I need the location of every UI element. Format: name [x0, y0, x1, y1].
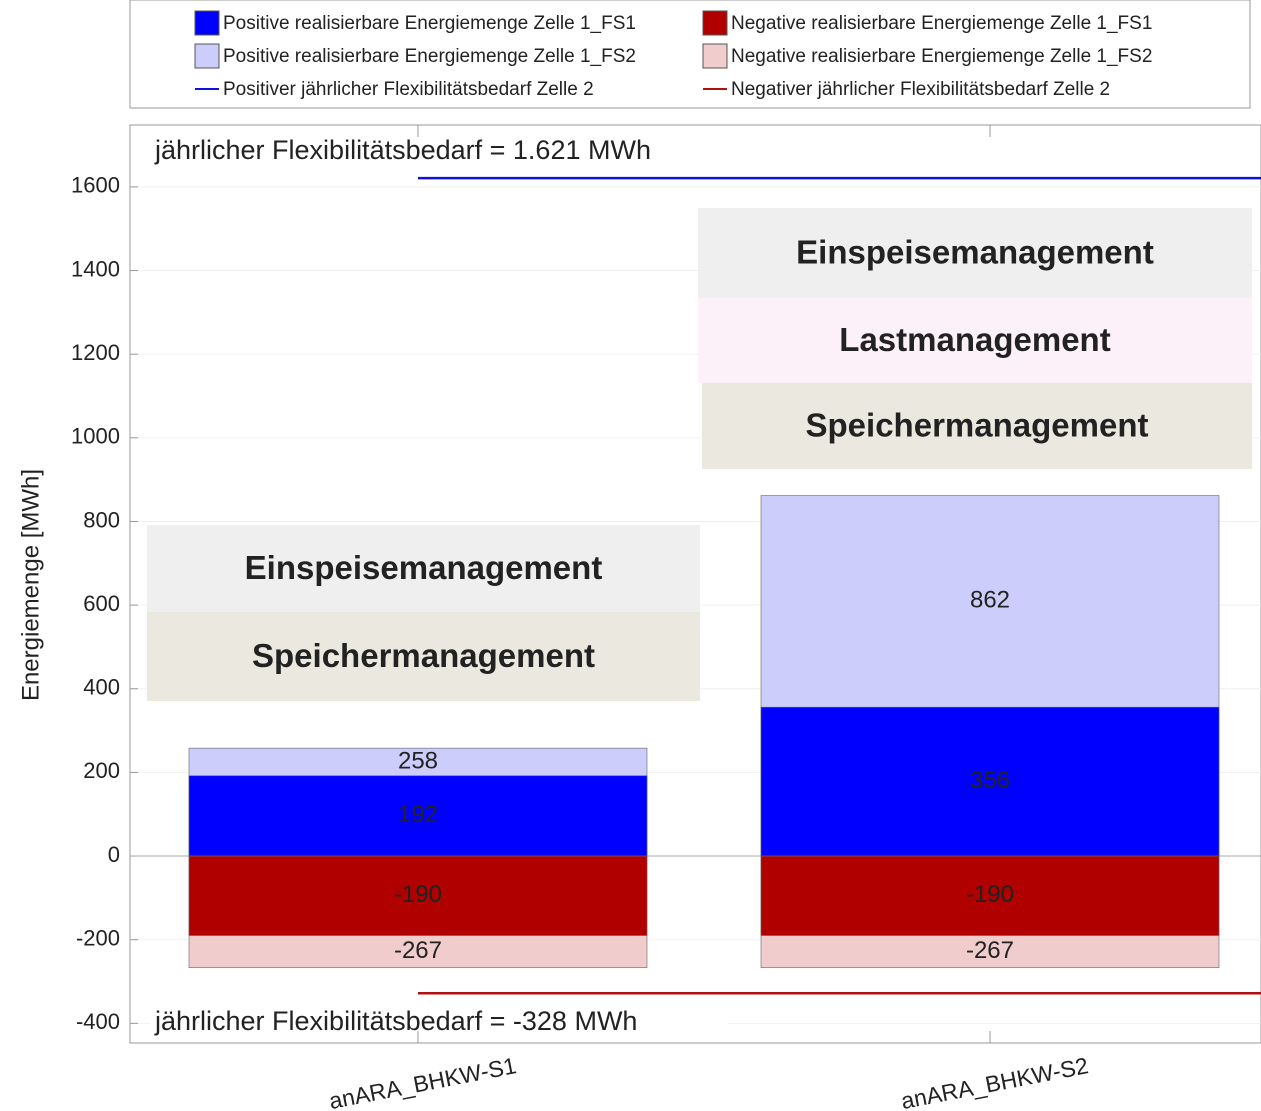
annotation-box [698, 208, 1252, 298]
y-tick-label: -200 [76, 926, 120, 951]
reference-label: jährlicher Flexibilitätsbedarf = 1.621 M… [154, 135, 651, 165]
annotation-box [698, 298, 1252, 383]
data-label: 192 [398, 801, 438, 828]
legend-label: Negative realisierbare Energiemenge Zell… [731, 13, 1152, 34]
legend-label: Positive realisierbare Energiemenge Zell… [223, 46, 636, 67]
data-label: -190 [966, 881, 1014, 908]
y-tick-label: 1600 [71, 173, 120, 198]
bar [188, 775, 648, 857]
y-tick-label: 200 [83, 758, 120, 783]
data-label: 356 [970, 767, 1010, 794]
legend-swatch [702, 43, 728, 69]
y-tick-label: -400 [76, 1009, 120, 1034]
y-tick-label: 1000 [71, 424, 120, 449]
y-tick-label: 600 [83, 591, 120, 616]
data-label: 862 [970, 587, 1010, 614]
annotation-label: Speichermanagement [252, 637, 595, 674]
y-tick-label: 0 [108, 842, 120, 867]
legend-label: Negativer jährlicher Flexibilitätsbedarf… [731, 79, 1110, 100]
data-label: 258 [398, 747, 438, 774]
legend-swatch [194, 10, 220, 36]
annotation-label: Einspeisemanagement [245, 549, 603, 586]
legend-label: Positiver jährlicher Flexibilitätsbedarf… [223, 79, 594, 100]
plot-frame [129, 124, 1261, 1044]
y-tick-label: 1200 [71, 340, 120, 365]
y-axis-label: Energiemenge [MWh] [17, 469, 44, 701]
legend-label: Positive realisierbare Energiemenge Zell… [223, 13, 636, 34]
legend-box [129, 0, 1251, 109]
y-tick-label: 1400 [71, 256, 120, 281]
x-tick-label: anARA_BHKW-S2 [899, 1052, 1091, 1111]
bar [760, 855, 1220, 936]
reference-label: jährlicher Flexibilitätsbedarf = -328 MW… [154, 1006, 637, 1036]
bar [188, 855, 648, 936]
legend-swatch [702, 10, 728, 36]
annotation-label: Einspeisemanagement [796, 234, 1154, 271]
data-label: -267 [394, 937, 442, 964]
annotation-box [147, 525, 700, 612]
data-label: -267 [966, 937, 1014, 964]
annotation-label: Lastmanagement [839, 321, 1110, 358]
annotation-bg [150, 1005, 728, 1041]
y-tick-label: 800 [83, 507, 120, 532]
annotation-box [702, 383, 1252, 469]
annotation-box [147, 612, 700, 701]
legend-label: Negative realisierbare Energiemenge Zell… [731, 46, 1152, 67]
y-tick-label: 400 [83, 675, 120, 700]
annotation-label: Speichermanagement [806, 407, 1149, 444]
x-tick-label: anARA_BHKW-S1 [327, 1052, 519, 1111]
bar [760, 706, 1220, 857]
data-label: -190 [394, 881, 442, 908]
legend-swatch [194, 43, 220, 69]
